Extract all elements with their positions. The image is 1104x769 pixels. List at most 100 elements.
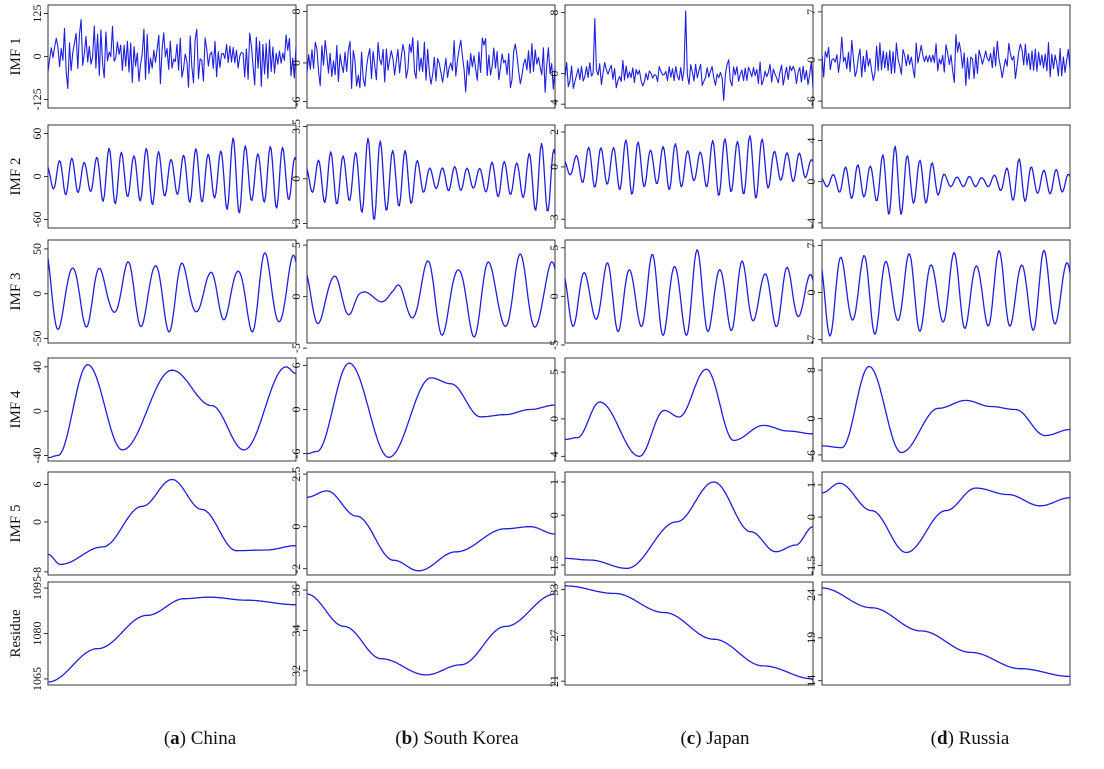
- y-tick-label: 0: [547, 293, 561, 299]
- y-tick-label: 0: [804, 290, 818, 296]
- row-label-residue: Residue: [8, 609, 24, 658]
- panel-frame: [821, 239, 1071, 344]
- panel-imf-5-south-korea: 2.5 0 -2: [289, 467, 556, 576]
- y-tick-label: -5: [547, 340, 561, 350]
- series-line-imf-5-japan: [565, 481, 814, 570]
- y-tick-label: -4: [804, 218, 818, 228]
- panel-frame: [47, 357, 297, 462]
- series-line-imf-3-japan: [564, 249, 814, 337]
- row-label-imf-2: IMF 2: [8, 158, 24, 196]
- panel-imf-4-russia: 8 0 -6: [804, 357, 1071, 462]
- series-line-imf-4-china: [47, 364, 297, 459]
- y-tick-label: 6: [289, 362, 303, 368]
- y-tick-label: 24: [804, 589, 818, 601]
- series-line-imf-3-china: [47, 252, 297, 333]
- y-tick-label: 2.5: [289, 467, 303, 482]
- panel-residue-china: 1095 1080 1065: [30, 576, 297, 691]
- y-tick-label: 40: [30, 361, 44, 373]
- panel-imf-3-south-korea: 5 0 -5: [289, 239, 556, 353]
- panel-imf-2-russia: 4 0 -4: [804, 124, 1071, 229]
- row-label-imf-1: IMF 1: [8, 38, 24, 76]
- panel-frame: [306, 357, 556, 462]
- caption-russia: (d) Russia: [930, 728, 1010, 749]
- y-tick-label: 6: [30, 481, 44, 487]
- series-line-imf-4-south-korea: [307, 362, 555, 458]
- y-tick-label: -6: [289, 449, 303, 459]
- panel-imf-5-japan: 1 0 -1.5: [547, 471, 814, 576]
- y-tick-label: 8: [547, 10, 561, 16]
- y-tick-label: 36: [289, 584, 303, 596]
- y-tick-label: 27: [547, 629, 561, 641]
- y-tick-label: 0: [804, 416, 818, 422]
- panel-residue-south-korea: 36 34 32: [289, 581, 556, 686]
- caption-south-korea: (b) South Korea: [395, 728, 519, 749]
- y-tick-label: 8: [289, 8, 303, 14]
- panel-frame: [306, 124, 556, 229]
- y-tick-label: 0: [30, 174, 44, 180]
- panel-imf-2-china: 60 0 -60: [30, 124, 297, 229]
- y-tick-label: -60: [30, 211, 44, 227]
- panel-frame: [821, 124, 1071, 229]
- series-line-imf-1-russia: [821, 34, 1071, 86]
- y-tick-label: 50: [30, 243, 44, 255]
- panel-frame: [821, 471, 1071, 576]
- panel-imf-2-south-korea: 3.5 0 -3: [289, 119, 556, 229]
- y-tick-label: 32: [289, 665, 303, 677]
- y-tick-label: 0: [30, 408, 44, 414]
- panel-frame: [306, 581, 556, 686]
- y-tick-label: -5: [289, 343, 303, 353]
- y-tick-label: 0: [804, 57, 818, 63]
- y-tick-label: 0: [289, 524, 303, 530]
- y-tick-label: 5: [289, 242, 303, 248]
- y-tick-label: 8: [804, 367, 818, 373]
- series-line-residue-japan: [565, 585, 813, 680]
- y-tick-label: 0: [547, 71, 561, 77]
- y-tick-label: 34: [289, 624, 303, 636]
- y-tick-label: 1065: [30, 667, 44, 691]
- y-tick-label: -40: [30, 447, 44, 463]
- y-tick-label: -2: [289, 564, 303, 574]
- series-line-imf-1-japan: [564, 10, 814, 101]
- y-tick-label: -4: [547, 451, 561, 461]
- panel-imf-3-russia: 7 0 -7: [804, 239, 1071, 345]
- caption-japan: (c) Japan: [680, 728, 750, 749]
- panel-frame: [306, 4, 556, 109]
- y-tick-label: -125: [30, 88, 44, 110]
- panel-frame: [564, 581, 814, 686]
- panel-imf-4-japan: 5 0 -4: [547, 357, 814, 462]
- y-tick-label: 0: [289, 60, 303, 66]
- y-tick-label: 0: [547, 512, 561, 518]
- y-tick-label: 7: [804, 9, 818, 15]
- y-tick-label: 3.5: [289, 119, 303, 134]
- panel-imf-5-russia: 1 0 -1.5: [804, 471, 1071, 576]
- y-tick-label: 1: [804, 482, 818, 488]
- series-line-imf-5-south-korea: [307, 490, 555, 572]
- panel-frame: [47, 239, 297, 344]
- y-tick-label: -1.5: [547, 556, 561, 575]
- panel-imf-4-south-korea: 6 0 -6: [289, 357, 556, 462]
- row-label-imf-3: IMF 3: [8, 273, 24, 311]
- series-line-imf-2-china: [47, 137, 297, 214]
- series-line-residue-russia: [822, 587, 1070, 678]
- y-tick-label: 0: [289, 294, 303, 300]
- y-tick-label: 14: [804, 675, 818, 687]
- panel-frame: [564, 239, 814, 344]
- panel-frame: [47, 124, 297, 229]
- series-line-imf-2-japan: [564, 135, 814, 199]
- panel-residue-japan: 33 27 21: [547, 581, 814, 687]
- series-line-imf-2-south-korea: [306, 137, 556, 220]
- series-line-imf-1-south-korea: [306, 37, 556, 93]
- y-tick-label: 33: [547, 584, 561, 596]
- series-line-imf-4-japan: [564, 368, 813, 457]
- panel-imf-1-south-korea: 8 0 -6: [289, 4, 556, 109]
- y-tick-label: 0: [804, 179, 818, 185]
- panel-imf-5-china: 6 0 -8: [30, 471, 297, 577]
- y-tick-label: 19: [804, 632, 818, 644]
- panel-residue-russia: 24 19 14: [804, 581, 1071, 687]
- y-tick-label: 1080: [30, 622, 44, 646]
- panel-frame: [306, 471, 556, 576]
- y-tick-label: -6: [289, 97, 303, 107]
- y-tick-label: -4: [547, 99, 561, 109]
- y-tick-label: 7: [804, 242, 818, 248]
